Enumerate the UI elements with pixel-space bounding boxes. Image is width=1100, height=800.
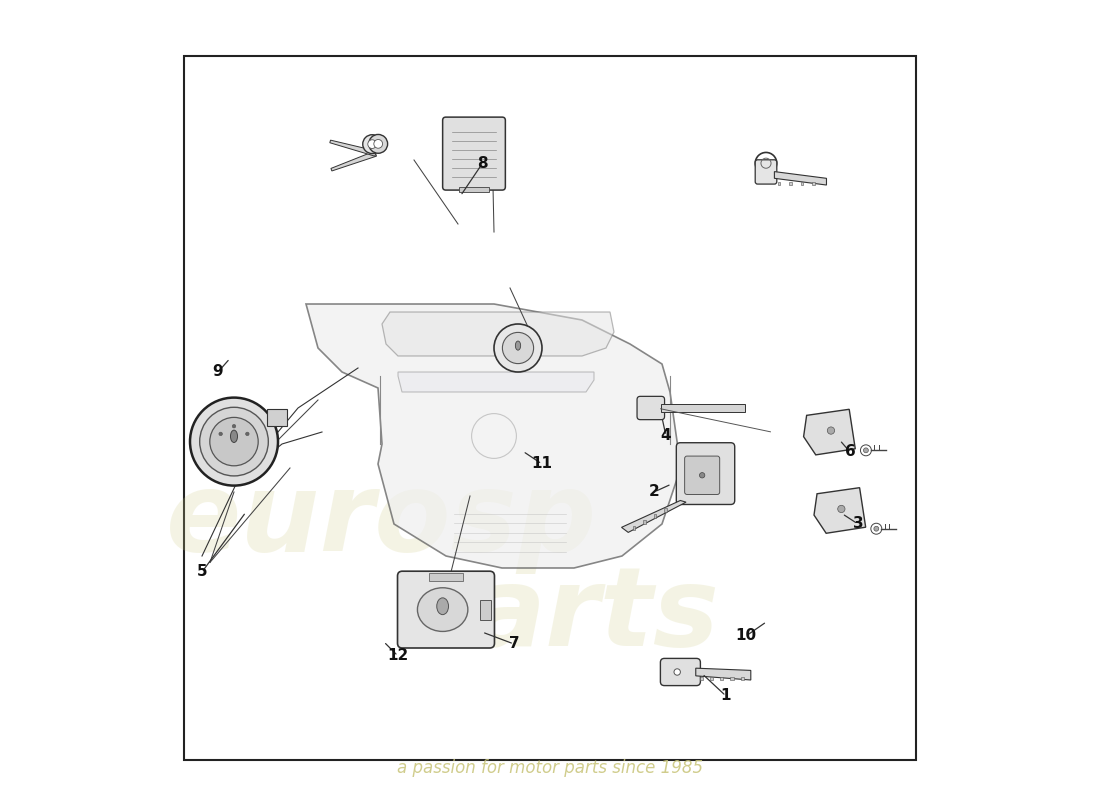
FancyBboxPatch shape (637, 396, 664, 420)
Text: 7: 7 (508, 637, 519, 651)
Bar (184, 56, 916, 760)
Circle shape (700, 473, 705, 478)
Circle shape (873, 526, 879, 531)
Polygon shape (804, 410, 856, 455)
Bar (644, 520, 646, 524)
Circle shape (200, 407, 268, 476)
FancyBboxPatch shape (397, 571, 495, 648)
FancyBboxPatch shape (676, 442, 735, 505)
FancyBboxPatch shape (684, 456, 719, 494)
Bar (778, 182, 780, 185)
Circle shape (827, 427, 835, 434)
Text: 8: 8 (476, 157, 487, 171)
Polygon shape (814, 488, 866, 534)
Text: eurosp: eurosp (166, 466, 597, 574)
Bar (661, 404, 745, 412)
Text: 10: 10 (736, 629, 757, 643)
Bar (480, 599, 492, 620)
Circle shape (838, 506, 845, 513)
Bar (632, 526, 635, 530)
Circle shape (245, 432, 249, 436)
FancyBboxPatch shape (756, 160, 777, 184)
Circle shape (219, 432, 222, 436)
Circle shape (232, 425, 235, 428)
Bar (429, 573, 463, 581)
Bar (801, 182, 803, 185)
Text: 9: 9 (212, 365, 223, 379)
Text: 12: 12 (387, 649, 408, 663)
Circle shape (363, 134, 382, 154)
Circle shape (190, 398, 278, 486)
Circle shape (368, 134, 387, 154)
FancyBboxPatch shape (660, 658, 701, 686)
Bar (700, 677, 703, 680)
Text: arts: arts (470, 562, 719, 670)
Polygon shape (696, 668, 751, 680)
Bar (812, 182, 815, 185)
Text: 2: 2 (649, 485, 659, 499)
Circle shape (494, 324, 542, 372)
Bar (664, 509, 667, 513)
Polygon shape (331, 151, 376, 171)
Polygon shape (306, 304, 678, 568)
Circle shape (503, 333, 534, 364)
FancyBboxPatch shape (442, 117, 505, 190)
Bar (710, 677, 713, 680)
Polygon shape (774, 172, 826, 185)
Polygon shape (398, 372, 594, 392)
Text: 3: 3 (852, 517, 864, 531)
Ellipse shape (516, 341, 520, 350)
Polygon shape (382, 312, 614, 356)
Bar (459, 187, 490, 192)
Circle shape (210, 418, 258, 466)
Circle shape (374, 139, 383, 148)
Bar (730, 677, 734, 680)
Circle shape (367, 140, 376, 149)
Ellipse shape (231, 430, 238, 442)
Bar (267, 409, 287, 426)
Text: 4: 4 (661, 429, 671, 443)
Text: 5: 5 (197, 565, 207, 579)
Bar (720, 677, 724, 680)
Ellipse shape (437, 598, 449, 614)
Text: a passion for motor parts since 1985: a passion for motor parts since 1985 (397, 759, 703, 777)
Text: 1: 1 (720, 689, 732, 703)
Circle shape (674, 669, 681, 675)
Circle shape (864, 448, 868, 453)
Text: 11: 11 (531, 457, 552, 471)
Ellipse shape (417, 588, 467, 631)
Bar (789, 182, 792, 185)
Polygon shape (621, 501, 686, 533)
Polygon shape (330, 140, 376, 156)
Bar (653, 514, 657, 518)
Bar (740, 677, 744, 680)
Text: 6: 6 (845, 445, 856, 459)
